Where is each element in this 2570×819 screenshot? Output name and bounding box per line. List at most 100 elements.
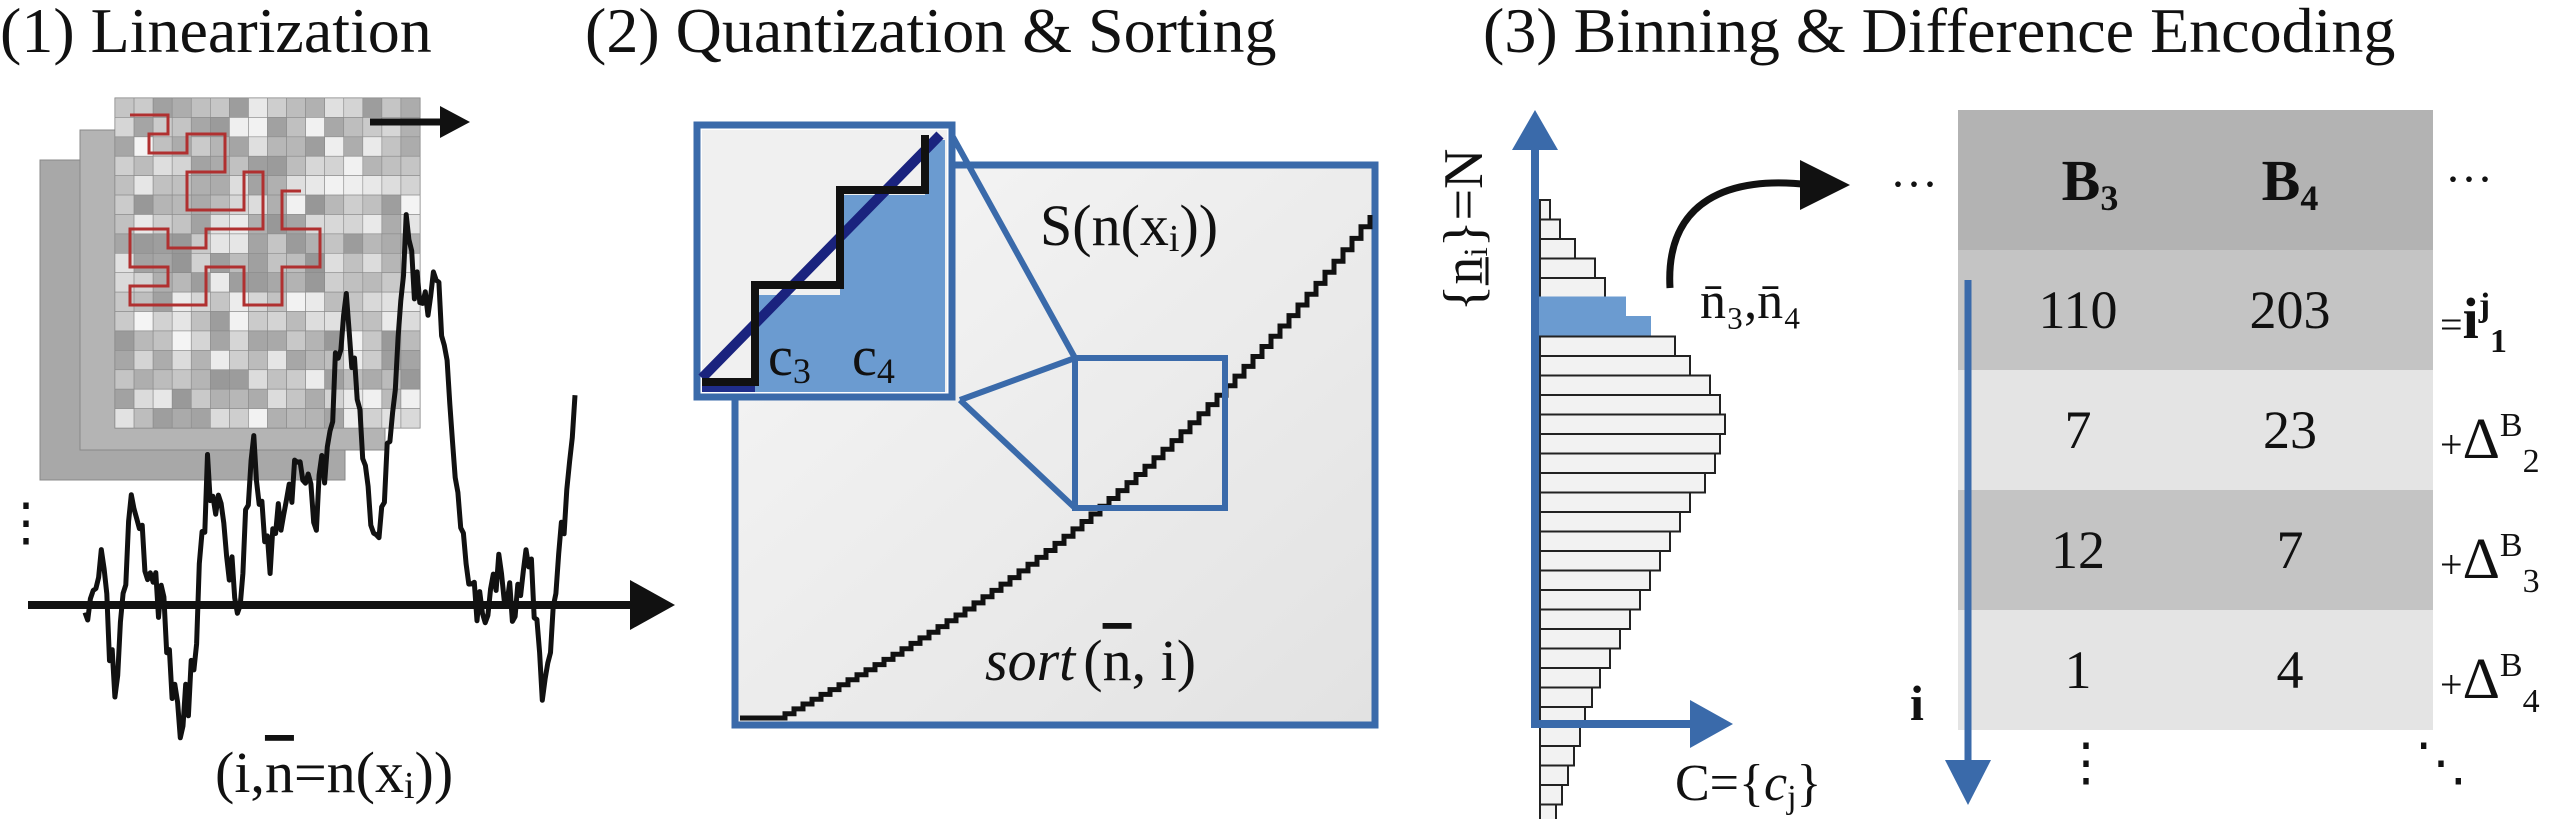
- image-pixel: [362, 369, 383, 390]
- image-pixel: [267, 155, 287, 176]
- sort-function-label: sort (n, i): [985, 628, 1196, 693]
- table-right-ellipsis: ···: [2445, 153, 2493, 206]
- image-pixel: [286, 272, 306, 293]
- image-pixel: [305, 252, 325, 274]
- image-pixel: [267, 350, 287, 371]
- image-pixel: [286, 155, 306, 176]
- image-pixel: [324, 155, 345, 176]
- histogram-y-axis-arrowhead: [1512, 110, 1558, 150]
- image-pixel: [362, 388, 383, 409]
- histogram-bin: [1539, 550, 1661, 572]
- table-cell: 12: [2051, 520, 2105, 580]
- histogram-bin: [1539, 374, 1711, 396]
- image-pixel: [267, 388, 287, 409]
- image-pixel: [248, 194, 268, 215]
- image-pixel: [267, 117, 287, 138]
- image-pixel: [286, 350, 306, 371]
- image-pixel: [190, 175, 211, 196]
- image-pixel: [229, 136, 249, 157]
- image-pixel: [210, 194, 230, 215]
- image-pixel: [362, 97, 383, 118]
- image-pixel: [305, 175, 325, 196]
- image-pixel: [248, 272, 268, 293]
- table-left-ellipsis: ···: [1890, 158, 1938, 211]
- histogram-bin: [1539, 433, 1721, 455]
- image-pixel: [400, 194, 421, 215]
- histogram-bin: [1539, 355, 1691, 377]
- image-pixel: [267, 272, 287, 293]
- histogram-bin: [1539, 530, 1671, 552]
- image-pixel: [171, 388, 192, 409]
- image-pixel: [305, 369, 325, 390]
- panel-title-binning: (3) Binning & Difference Encoding: [1483, 0, 2396, 66]
- histogram-bin: [1539, 784, 1563, 806]
- image-pixel: [267, 369, 287, 390]
- image-pixel: [286, 291, 306, 312]
- image-pixel: [190, 97, 211, 118]
- image-pixel: [362, 291, 383, 312]
- image-pixel: [286, 136, 306, 157]
- image-pixel: [210, 291, 230, 312]
- image-pixel: [343, 136, 364, 157]
- image-pixel: [171, 291, 192, 312]
- table-col-b3-vdots: ⋮: [2060, 735, 2112, 792]
- image-pixel: [286, 117, 306, 138]
- image-pixel: [248, 97, 268, 118]
- image-pixel: [267, 97, 287, 118]
- image-pixel: [305, 350, 325, 371]
- image-pixel: [286, 194, 306, 215]
- image-pixel: [343, 97, 364, 118]
- image-pixel: [343, 252, 364, 274]
- table-cell: 4: [2277, 640, 2304, 700]
- image-pixel: [267, 233, 287, 254]
- histogram-bin: [1539, 764, 1569, 786]
- image-pixel: [152, 369, 173, 390]
- image-pixel: [229, 388, 249, 409]
- image-pixel: [248, 214, 268, 235]
- image-pixel: [305, 117, 325, 138]
- table-row: [1958, 490, 2433, 610]
- bin-selection-label: n̄₃,n̄₄: [1700, 273, 1801, 330]
- histogram-bin: [1539, 257, 1596, 279]
- image-pixel: [381, 233, 402, 254]
- image-pixel: [248, 330, 268, 351]
- bin-to-table-arrow: [1666, 179, 1811, 289]
- image-pixel: [248, 252, 268, 274]
- image-pixel: [343, 233, 364, 254]
- image-pixel: [133, 388, 154, 409]
- signal-x-axis-arrowhead: [630, 580, 675, 630]
- image-pixel: [248, 388, 268, 409]
- image-pixel: [210, 252, 230, 274]
- image-pixel: [152, 388, 173, 409]
- image-pixel: [152, 155, 173, 176]
- image-pixel: [305, 194, 325, 215]
- image-pixel: [381, 97, 402, 118]
- image-pixel: [133, 272, 154, 293]
- histogram-bin: [1539, 628, 1621, 650]
- image-pixel: [229, 272, 249, 293]
- image-pixel: [286, 388, 306, 409]
- image-pixel: [324, 117, 345, 138]
- image-pixel: [133, 252, 154, 274]
- row-index-label: i: [1910, 675, 1924, 731]
- image-pixel: [305, 272, 325, 293]
- image-pixel: [400, 136, 421, 157]
- image-pixel: [190, 388, 211, 409]
- stack-layer-front: [114, 97, 421, 429]
- image-pixel: [229, 117, 249, 138]
- histogram-bin-selected: [1539, 296, 1626, 318]
- image-pixel: [229, 194, 249, 215]
- image-pixel: [305, 214, 325, 235]
- image-pixel: [362, 214, 383, 235]
- signal-ellipsis: ⋮: [0, 495, 52, 552]
- histogram-bin: [1539, 472, 1706, 494]
- image-pixel: [381, 155, 402, 176]
- image-pixel: [343, 194, 364, 215]
- image-pixel: [152, 194, 173, 215]
- image-pixel: [210, 330, 230, 351]
- image-pixel: [133, 369, 154, 390]
- image-pixel: [400, 97, 421, 118]
- image-pixel: [362, 272, 383, 293]
- image-pixel: [229, 369, 249, 390]
